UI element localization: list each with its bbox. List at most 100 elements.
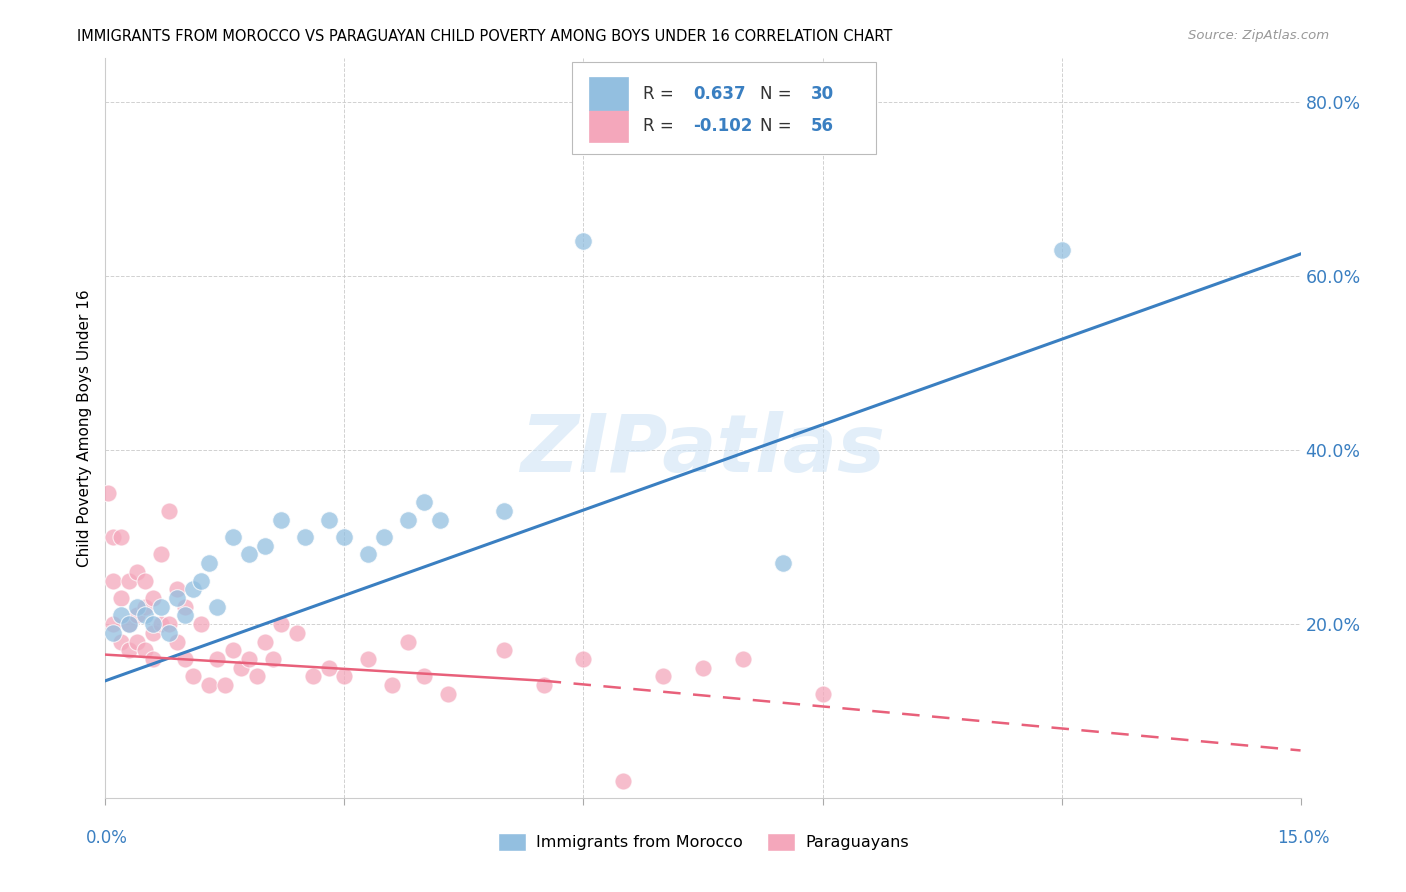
Point [127, 608, 149, 623]
Point [373, 530, 395, 544]
Point [492, 504, 515, 518]
Point [270, 513, 292, 527]
Point [157, 504, 180, 518]
Point [413, 495, 436, 509]
Point [134, 599, 156, 614]
Point [142, 652, 165, 666]
Point [97, 486, 120, 500]
Point [318, 513, 340, 527]
Point [110, 634, 132, 648]
Point [270, 617, 292, 632]
Point [612, 773, 634, 788]
Point [103, 617, 125, 632]
Y-axis label: Child Poverty Among Boys Under 16: Child Poverty Among Boys Under 16 [76, 289, 91, 567]
Point [174, 599, 197, 614]
Point [134, 643, 156, 657]
Text: R =: R = [644, 117, 679, 135]
Point [150, 599, 173, 614]
Point [262, 652, 284, 666]
Point [692, 661, 714, 675]
Point [166, 591, 188, 605]
Text: ZIPatlas: ZIPatlas [520, 411, 886, 490]
Point [413, 669, 436, 683]
Point [396, 513, 419, 527]
Point [205, 652, 228, 666]
Point [127, 634, 149, 648]
Text: 30: 30 [811, 85, 834, 103]
Text: 0.0%: 0.0% [86, 829, 128, 847]
Point [253, 539, 276, 553]
Point [190, 617, 212, 632]
FancyBboxPatch shape [589, 110, 627, 143]
Point [166, 634, 188, 648]
Point [142, 625, 165, 640]
Point [166, 582, 188, 597]
Point [127, 599, 149, 614]
Point [238, 652, 260, 666]
Point [731, 652, 754, 666]
Point [229, 661, 252, 675]
Point [253, 634, 276, 648]
Point [110, 591, 132, 605]
Point [118, 643, 141, 657]
Point [533, 678, 555, 692]
Point [357, 548, 380, 562]
Point [118, 617, 141, 632]
Text: N =: N = [761, 117, 797, 135]
Point [333, 530, 356, 544]
Point [222, 530, 245, 544]
Point [214, 678, 236, 692]
Point [238, 548, 260, 562]
Point [118, 617, 141, 632]
Point [150, 617, 173, 632]
Text: 15.0%: 15.0% [1277, 829, 1330, 847]
Point [492, 643, 515, 657]
Point [174, 652, 197, 666]
Text: 56: 56 [811, 117, 834, 135]
Text: Source: ZipAtlas.com: Source: ZipAtlas.com [1188, 29, 1329, 42]
Point [285, 625, 308, 640]
Point [157, 625, 180, 640]
Point [190, 574, 212, 588]
Text: 0.637: 0.637 [693, 85, 747, 103]
Point [396, 634, 419, 648]
Point [437, 687, 460, 701]
Point [222, 643, 245, 657]
Point [157, 617, 180, 632]
Point [181, 582, 204, 597]
Point [381, 678, 404, 692]
Point [134, 608, 156, 623]
Point [142, 617, 165, 632]
Point [181, 669, 204, 683]
Point [294, 530, 316, 544]
FancyBboxPatch shape [571, 62, 876, 154]
Point [333, 669, 356, 683]
Point [572, 652, 595, 666]
Point [572, 234, 595, 248]
Point [127, 565, 149, 579]
Text: R =: R = [644, 85, 679, 103]
Point [301, 669, 323, 683]
Legend: Immigrants from Morocco, Paraguayans: Immigrants from Morocco, Paraguayans [491, 827, 915, 857]
Point [142, 591, 165, 605]
Point [357, 652, 380, 666]
Point [198, 678, 221, 692]
Point [103, 625, 125, 640]
Point [811, 687, 834, 701]
Point [652, 669, 675, 683]
Text: IMMIGRANTS FROM MOROCCO VS PARAGUAYAN CHILD POVERTY AMONG BOYS UNDER 16 CORRELAT: IMMIGRANTS FROM MOROCCO VS PARAGUAYAN CH… [77, 29, 893, 44]
Point [174, 608, 197, 623]
Point [103, 574, 125, 588]
Point [429, 513, 451, 527]
Text: N =: N = [761, 85, 797, 103]
Point [118, 574, 141, 588]
Text: -0.102: -0.102 [693, 117, 752, 135]
Point [103, 530, 125, 544]
Point [134, 574, 156, 588]
Point [246, 669, 269, 683]
Point [205, 599, 228, 614]
Point [110, 608, 132, 623]
Point [1050, 243, 1073, 257]
Point [198, 556, 221, 570]
Point [150, 548, 173, 562]
